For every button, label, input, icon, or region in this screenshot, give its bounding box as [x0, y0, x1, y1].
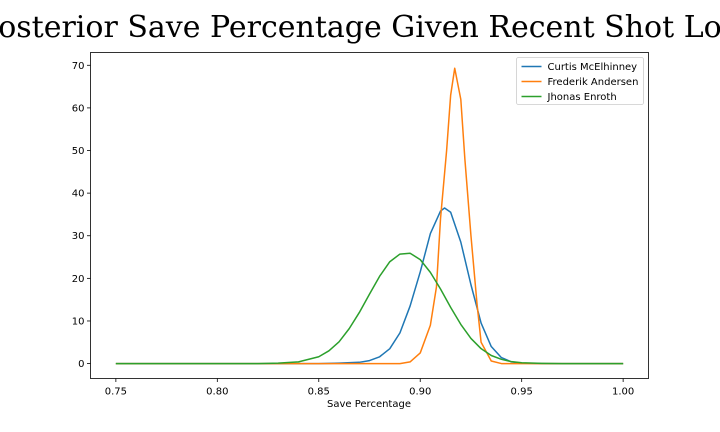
y-tick-label: 70 — [72, 61, 85, 72]
plot-area — [90, 52, 649, 379]
plot-frame — [90, 52, 649, 379]
chart-title: Posterior Save Percentage Given Recent S… — [0, 10, 720, 45]
x-axis-ticks: 0.75 0.80 0.85 0.90 0.95 1.00 — [105, 378, 634, 398]
legend-label: Jhonas Enroth — [547, 92, 617, 103]
x-tick-label: 0.85 — [308, 387, 330, 398]
x-tick-label: 0.90 — [409, 387, 431, 398]
y-tick-label: 40 — [72, 189, 85, 200]
x-tick-label: 0.75 — [105, 387, 127, 398]
y-tick-label: 50 — [72, 146, 85, 157]
legend: Curtis McElhinney Frederik Andersen Jhonas… — [516, 57, 644, 105]
y-tick-label: 60 — [72, 103, 85, 114]
y-tick-label: 10 — [72, 316, 85, 327]
y-tick-label: 30 — [72, 231, 85, 242]
y-axis-ticks: 0 10 20 30 40 50 60 70 — [72, 61, 91, 370]
x-tick-label: 0.95 — [511, 387, 533, 398]
legend-label: Curtis McElhinney — [548, 62, 638, 73]
legend-label: Frederik Andersen — [548, 77, 639, 88]
series-line-1 — [115, 67, 624, 365]
series-line-2 — [115, 252, 624, 365]
y-tick-label: 0 — [78, 359, 84, 370]
y-tick-label: 20 — [72, 274, 85, 285]
series-layer — [115, 67, 624, 365]
x-tick-label: 1.00 — [612, 387, 634, 398]
x-tick-label: 0.80 — [206, 387, 228, 398]
legend-frame — [516, 57, 644, 105]
x-axis-label: Save Percentage — [327, 399, 411, 410]
